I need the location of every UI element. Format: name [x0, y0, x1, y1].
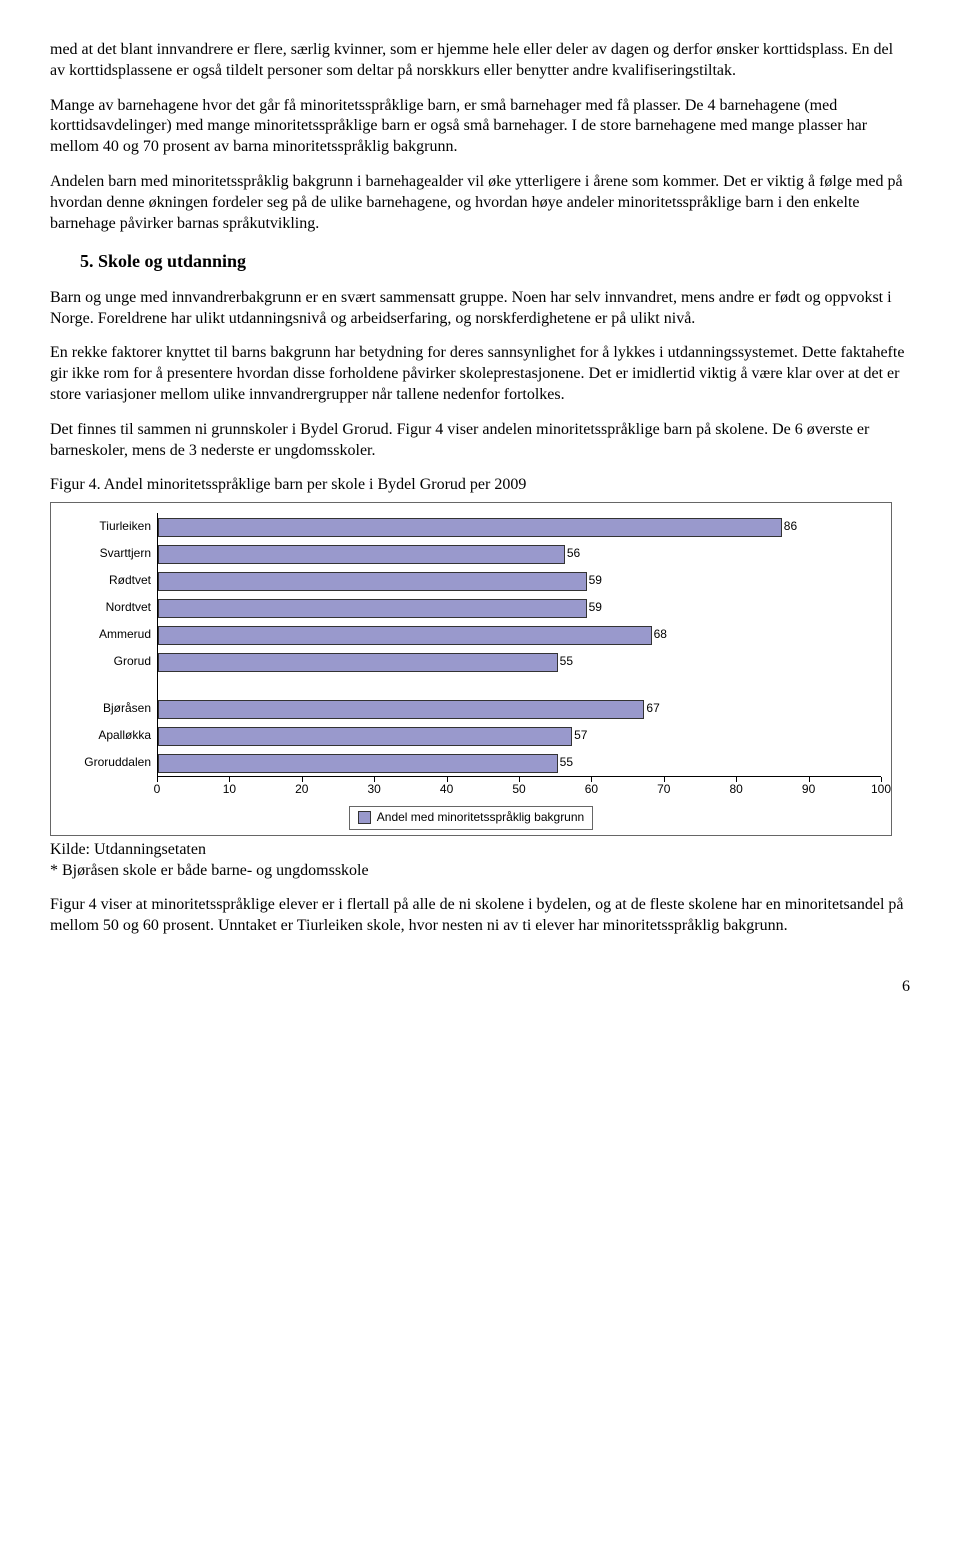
chart-row: Bjøråsen 67 [61, 695, 881, 722]
paragraph: Det finnes til sammen ni grunnskoler i B… [50, 420, 910, 462]
chart-row: Groruddalen 55 [61, 749, 881, 776]
axis-tick-label: 50 [512, 782, 525, 798]
chart-category-label: Groruddalen [61, 755, 157, 771]
section-heading: 5. Skole og utdanning [80, 250, 910, 273]
chart-category-label: Grorud [61, 654, 157, 670]
axis-tick-label: 90 [802, 782, 815, 798]
chart-bar [158, 727, 572, 746]
chart-row: Svarttjern 56 [61, 540, 881, 567]
chart-value-label: 55 [560, 754, 573, 771]
bar-chart: Tiurleiken86Svarttjern56Rødtvet59Nordtve… [50, 502, 892, 836]
paragraph: Figur 4 viser at minoritetsspråklige ele… [50, 895, 910, 937]
axis-tick-label: 100 [871, 782, 891, 798]
chart-bar [158, 754, 558, 773]
chart-value-label: 68 [654, 626, 667, 643]
chart-category-label: Tiurleiken [61, 519, 157, 535]
source-line: Kilde: Utdanningsetaten [50, 840, 910, 861]
chart-value-label: 56 [567, 545, 580, 562]
paragraph: Barn og unge med innvandrerbakgrunn er e… [50, 288, 910, 330]
chart-bar [158, 572, 587, 591]
page-number: 6 [50, 977, 910, 998]
chart-value-label: 59 [589, 599, 602, 616]
chart-bar [158, 653, 558, 672]
chart-row: Nordtvet 59 [61, 594, 881, 621]
chart-bar [158, 626, 652, 645]
axis-tick-label: 0 [154, 782, 161, 798]
figure-title: Figur 4. Andel minoritetsspråklige barn … [50, 475, 910, 496]
chart-value-label: 57 [574, 727, 587, 744]
paragraph: En rekke faktorer knyttet til barns bakg… [50, 343, 910, 405]
axis-tick-label: 80 [730, 782, 743, 798]
chart-category-label: Ammerud [61, 627, 157, 643]
chart-row: Ammerud 68 [61, 621, 881, 648]
chart-category-label: Svarttjern [61, 546, 157, 562]
chart-category-label: Apalløkka [61, 728, 157, 744]
chart-value-label: 67 [646, 700, 659, 717]
chart-value-label: 86 [784, 518, 797, 535]
chart-row: Apalløkka 57 [61, 722, 881, 749]
axis-tick-label: 70 [657, 782, 670, 798]
chart-category-label: Nordtvet [61, 600, 157, 616]
axis-tick-label: 40 [440, 782, 453, 798]
axis-tick-label: 60 [585, 782, 598, 798]
paragraph: Mange av barnehagene hvor det går få min… [50, 96, 910, 158]
source-note: * Bjøråsen skole er både barne- og ungdo… [50, 861, 910, 882]
axis-tick-label: 10 [223, 782, 236, 798]
chart-value-label: 55 [560, 653, 573, 670]
chart-bar [158, 700, 644, 719]
chart-value-label: 59 [589, 572, 602, 589]
chart-row: Tiurleiken 86 [61, 513, 881, 540]
legend-label: Andel med minoritetsspråklig bakgrunn [377, 810, 584, 826]
paragraph: med at det blant innvandrere er flere, s… [50, 40, 910, 82]
chart-bar [158, 599, 587, 618]
chart-bar [158, 518, 782, 537]
paragraph: Andelen barn med minoritetsspråklig bakg… [50, 172, 910, 234]
chart-legend: Andel med minoritetsspråklig bakgrunn [61, 806, 881, 830]
legend-swatch [358, 811, 371, 824]
chart-row: Rødtvet 59 [61, 567, 881, 594]
chart-category-label: Rødtvet [61, 573, 157, 589]
axis-tick-label: 20 [295, 782, 308, 798]
chart-bar [158, 545, 565, 564]
chart-category-label: Bjøråsen [61, 701, 157, 717]
axis-tick-label: 30 [368, 782, 381, 798]
